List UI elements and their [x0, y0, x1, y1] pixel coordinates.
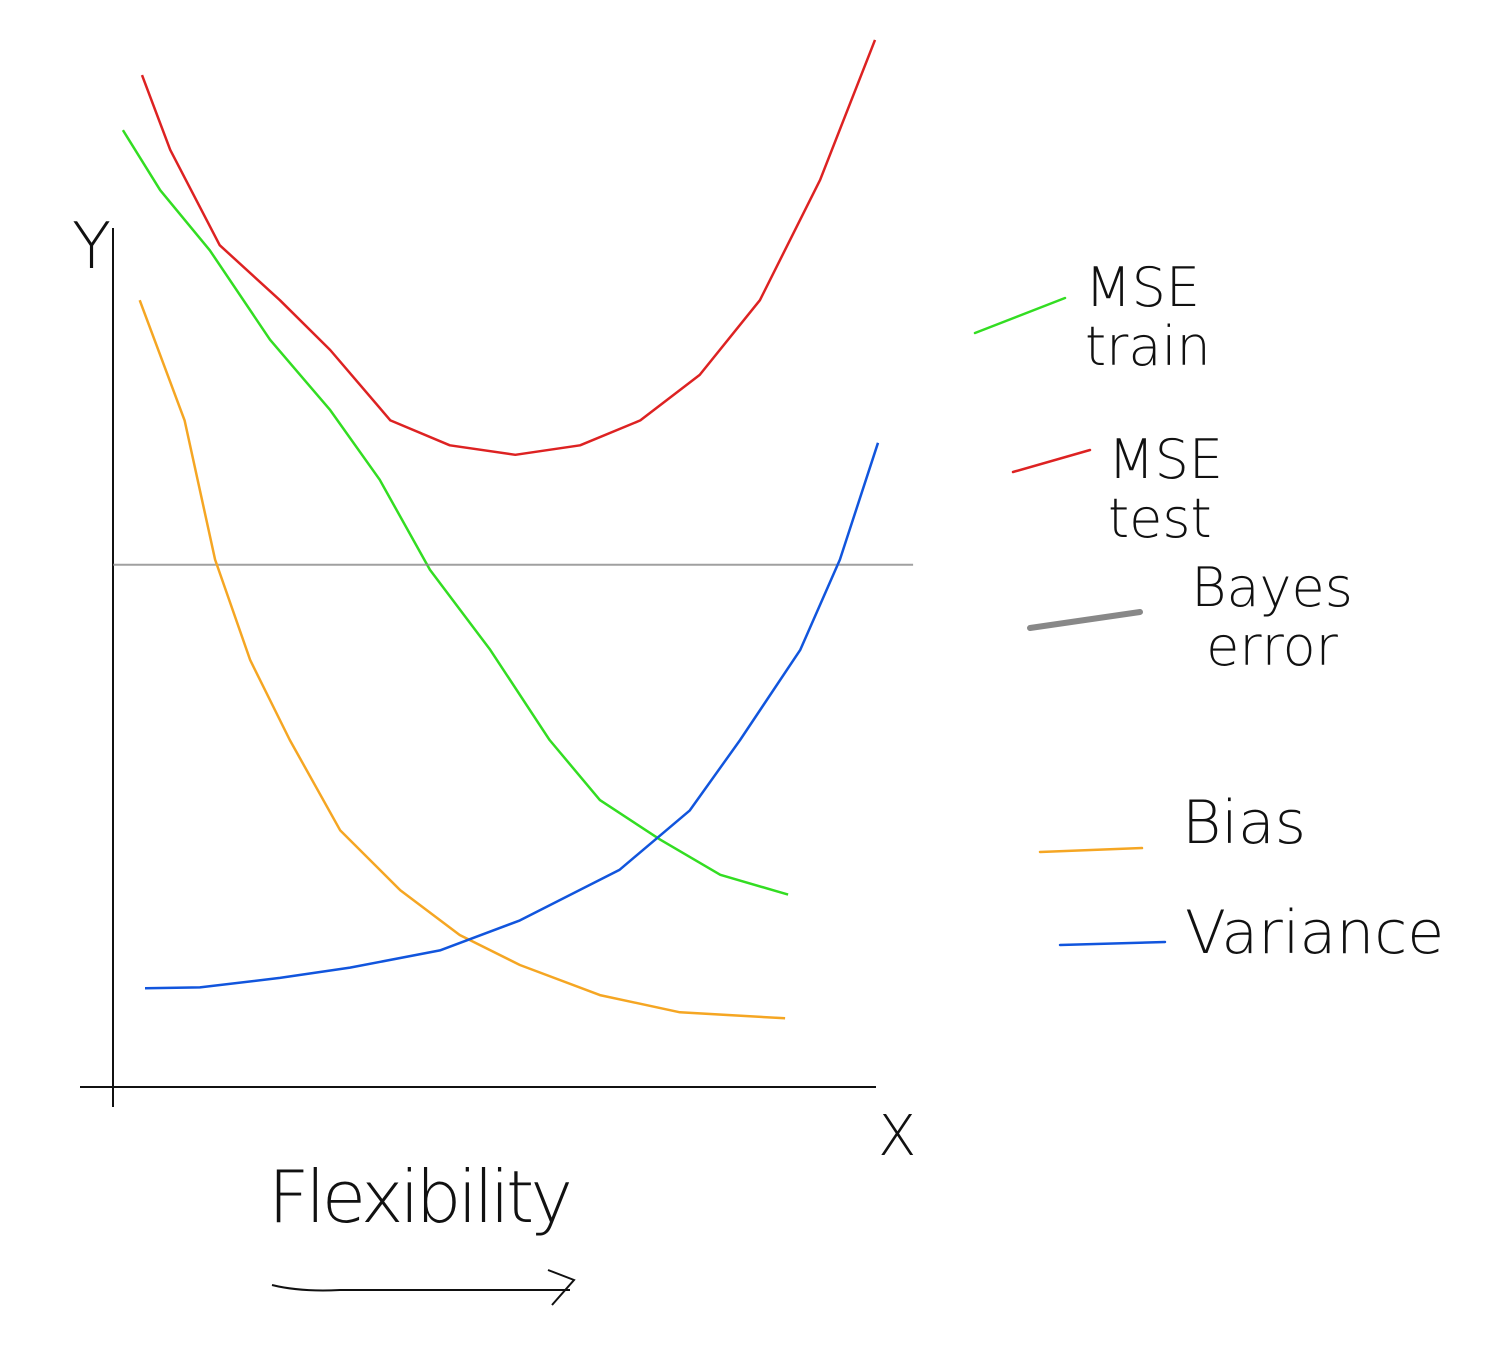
legend-swatch [1058, 940, 1167, 947]
x-axis-label: X [878, 1104, 916, 1169]
legend-label: Variance [1185, 898, 1445, 968]
legend-label: MSE train [1085, 256, 1211, 379]
legend-swatch [1011, 448, 1092, 474]
line-series [144, 442, 880, 990]
flexibility-label: Flexibility [268, 1155, 573, 1239]
line-series [121, 129, 789, 896]
line-series [138, 299, 786, 1020]
arrow [271, 1269, 576, 1306]
legend-label: Bias [1182, 788, 1306, 858]
legend-swatch [1027, 609, 1143, 631]
legend-swatch [1038, 846, 1144, 854]
y-axis-label: Y [72, 210, 111, 284]
line-series [140, 39, 877, 457]
legend-label: MSE test [1108, 428, 1223, 551]
legend-swatch [973, 296, 1067, 335]
legend-label: Bayes error [1191, 556, 1353, 679]
